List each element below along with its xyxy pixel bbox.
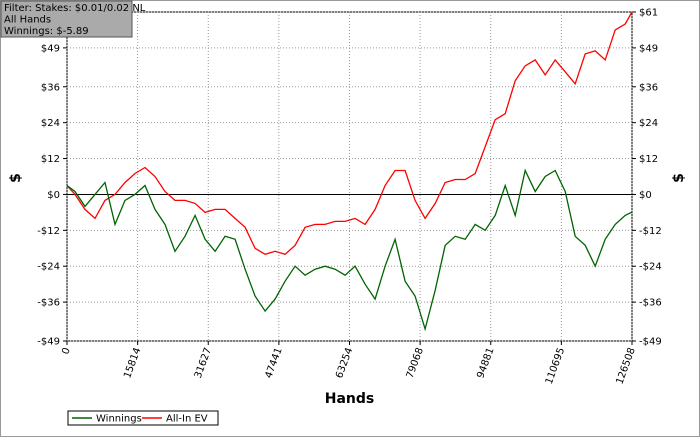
y-tick-label: $24: [41, 118, 60, 129]
y2-tick-label: $36: [639, 82, 658, 93]
filter-text: Filter: Stakes: $0.01/0.02 NL: [4, 3, 146, 14]
y-tick-label: -$12: [37, 226, 60, 237]
y-tick-label: -$24: [37, 262, 60, 273]
filter-text: All Hands: [4, 15, 51, 26]
y-tick-label: $12: [41, 154, 60, 165]
filter-text: Winnings: $-5.89: [4, 26, 89, 37]
y2-axis-label: $: [671, 173, 687, 183]
series-line: [66, 168, 633, 332]
legend-label: Winnings: [96, 414, 142, 425]
y-tick-label: $0: [47, 190, 60, 201]
y2-tick-label: -$36: [639, 298, 662, 309]
filter-box: [0, 0, 133, 38]
y-tick-label: -$49: [37, 337, 60, 348]
y2-tick-label: -$12: [639, 226, 662, 237]
y2-tick-label: $12: [639, 154, 658, 165]
y2-tick-label: $49: [639, 43, 658, 54]
y-tick-label: -$36: [37, 298, 60, 309]
y2-tick-label: $61: [639, 8, 658, 19]
y2-tick-label: $24: [639, 118, 658, 129]
y-axis-label: $: [8, 173, 24, 183]
legend-label: All-In EV: [166, 414, 208, 425]
y2-tick-label: -$24: [639, 262, 662, 273]
series-line: [66, 11, 633, 256]
y2-tick-label: $0: [639, 190, 652, 201]
x-tick-label: 0: [60, 346, 73, 356]
y-tick-label: $36: [41, 82, 60, 93]
x-axis-label: Hands: [325, 391, 375, 407]
y2-tick-label: -$49: [639, 337, 662, 348]
y-tick-label: $49: [41, 43, 60, 54]
